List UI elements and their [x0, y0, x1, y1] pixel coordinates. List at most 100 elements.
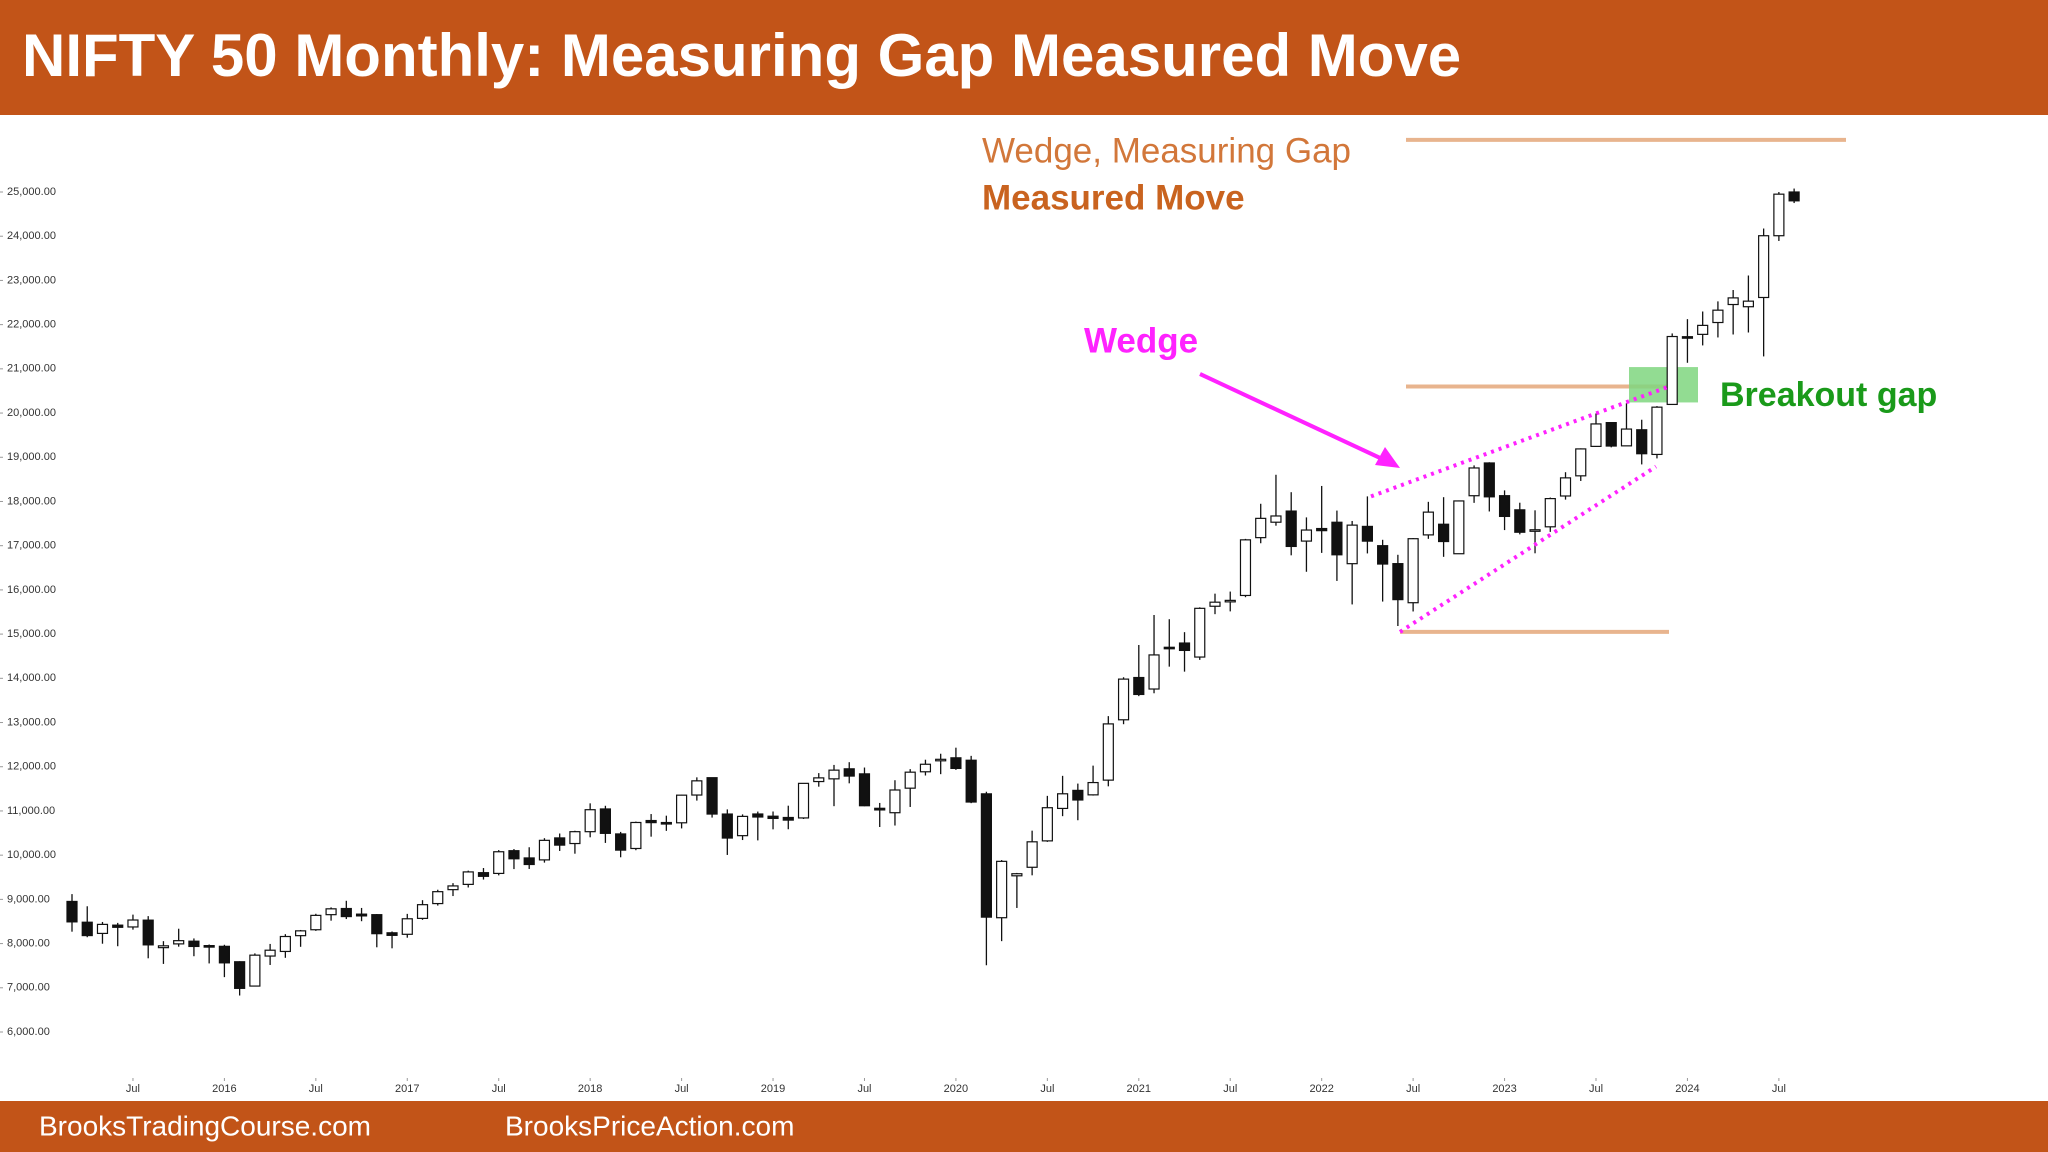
candle-body [1316, 527, 1328, 532]
chart-title: NIFTY 50 Monthly: Measuring Gap Measured… [22, 22, 1461, 89]
candle-body [935, 758, 947, 762]
x-tick-label: Jul [309, 1083, 323, 1095]
y-tick-label: 10,000.00 [7, 849, 56, 861]
candle-body [630, 821, 642, 850]
y-tick-label: 20,000.00 [7, 407, 56, 419]
candle-body [386, 932, 398, 936]
candle-body [462, 871, 474, 885]
candle-body [173, 940, 185, 945]
candle-body [1239, 539, 1252, 597]
candle-body [142, 919, 154, 946]
candle-body [1087, 781, 1099, 796]
candle-body [1437, 523, 1450, 543]
y-tick-label: 19,000.00 [7, 451, 56, 463]
candle-body [1788, 191, 1800, 202]
annotation: Wedge, Measuring Gap [982, 131, 1351, 170]
footer-band [0, 1101, 2048, 1152]
candle-body [645, 819, 657, 824]
candle-body [355, 913, 368, 917]
candle-body [1773, 193, 1785, 237]
candle-body [477, 872, 490, 877]
annotation: Measured Move [982, 178, 1245, 217]
x-tick-label: 2018 [578, 1083, 602, 1095]
candle-body [1300, 529, 1313, 542]
candle-body [706, 777, 718, 815]
candle-body [249, 954, 261, 987]
candle-body [538, 839, 551, 861]
candle-body [1041, 807, 1053, 842]
x-tick-label: Jul [1589, 1083, 1603, 1095]
candle-body [310, 914, 322, 931]
candle-body [432, 891, 444, 905]
candle-body [889, 789, 901, 814]
candle-body [371, 914, 383, 935]
candle-body [295, 930, 307, 937]
arrow-shaft [1199, 372, 1394, 466]
x-tick-label: 2021 [1127, 1083, 1151, 1095]
candle-body [1483, 462, 1495, 498]
candle-body [1270, 515, 1282, 523]
candle-body [340, 907, 352, 918]
candle-body [843, 768, 855, 777]
candle-body [234, 961, 246, 989]
annotation: Breakout gap [1720, 376, 1937, 414]
candle-body [1178, 642, 1191, 652]
candle-body [112, 924, 124, 928]
candle-body [1148, 654, 1160, 690]
x-tick-label: Jul [1772, 1083, 1786, 1095]
candle-body [1697, 324, 1709, 335]
y-tick-label: 24,000.00 [7, 230, 56, 242]
candle-body [493, 851, 505, 875]
candle-body [1285, 510, 1297, 548]
y-tick-label: 8,000.00 [7, 937, 50, 949]
candle-body [691, 780, 703, 796]
candle-body [1331, 521, 1343, 556]
x-tick-label: 2019 [761, 1083, 785, 1095]
x-tick-label: Jul [1040, 1083, 1054, 1095]
candle-body [1620, 428, 1633, 447]
candle-body [965, 759, 977, 803]
candle-body [1194, 607, 1206, 658]
candle-body [1636, 429, 1648, 455]
wedge-line [1370, 384, 1670, 499]
y-tick-label: 16,000.00 [7, 584, 56, 596]
footer-link[interactable]: BrooksPriceAction.com [505, 1110, 794, 1141]
y-tick-label: 11,000.00 [7, 805, 55, 817]
y-tick-label: 15,000.00 [7, 628, 56, 640]
candle-body [1209, 601, 1221, 607]
candle-body [1377, 545, 1389, 565]
y-tick-label: 18,000.00 [7, 495, 56, 507]
x-tick-label: 2020 [944, 1083, 968, 1095]
x-tick-label: Jul [1406, 1083, 1420, 1095]
candle-body [858, 773, 871, 807]
candle-body [797, 782, 810, 819]
candle-body [767, 815, 779, 820]
candle-body [81, 921, 93, 937]
y-tick-label: 9,000.00 [7, 893, 50, 905]
candle-body [904, 771, 916, 789]
candle-body [1727, 297, 1739, 306]
candle-body [813, 777, 825, 783]
x-tick-label: Jul [857, 1083, 871, 1095]
candle-body [1026, 841, 1038, 868]
x-tick-label: Jul [492, 1083, 506, 1095]
candle-body [569, 831, 581, 845]
candle-body [1422, 511, 1434, 536]
candle-body [874, 807, 886, 811]
candle-body [996, 860, 1008, 919]
candle-body [203, 945, 215, 948]
y-tick-label: 12,000.00 [7, 761, 56, 773]
candle-body [1559, 477, 1572, 497]
y-tick-label: 21,000.00 [7, 363, 56, 375]
candle-body [828, 769, 840, 780]
footer-link[interactable]: BrooksTradingCourse.com [39, 1110, 371, 1141]
y-tick-label: 14,000.00 [7, 672, 56, 684]
y-tick-label: 17,000.00 [7, 540, 56, 552]
candle-body [1255, 517, 1267, 539]
candle-body [1453, 500, 1465, 555]
candle-body [1681, 336, 1694, 339]
candle-body [447, 885, 459, 891]
header-band [0, 0, 2048, 115]
